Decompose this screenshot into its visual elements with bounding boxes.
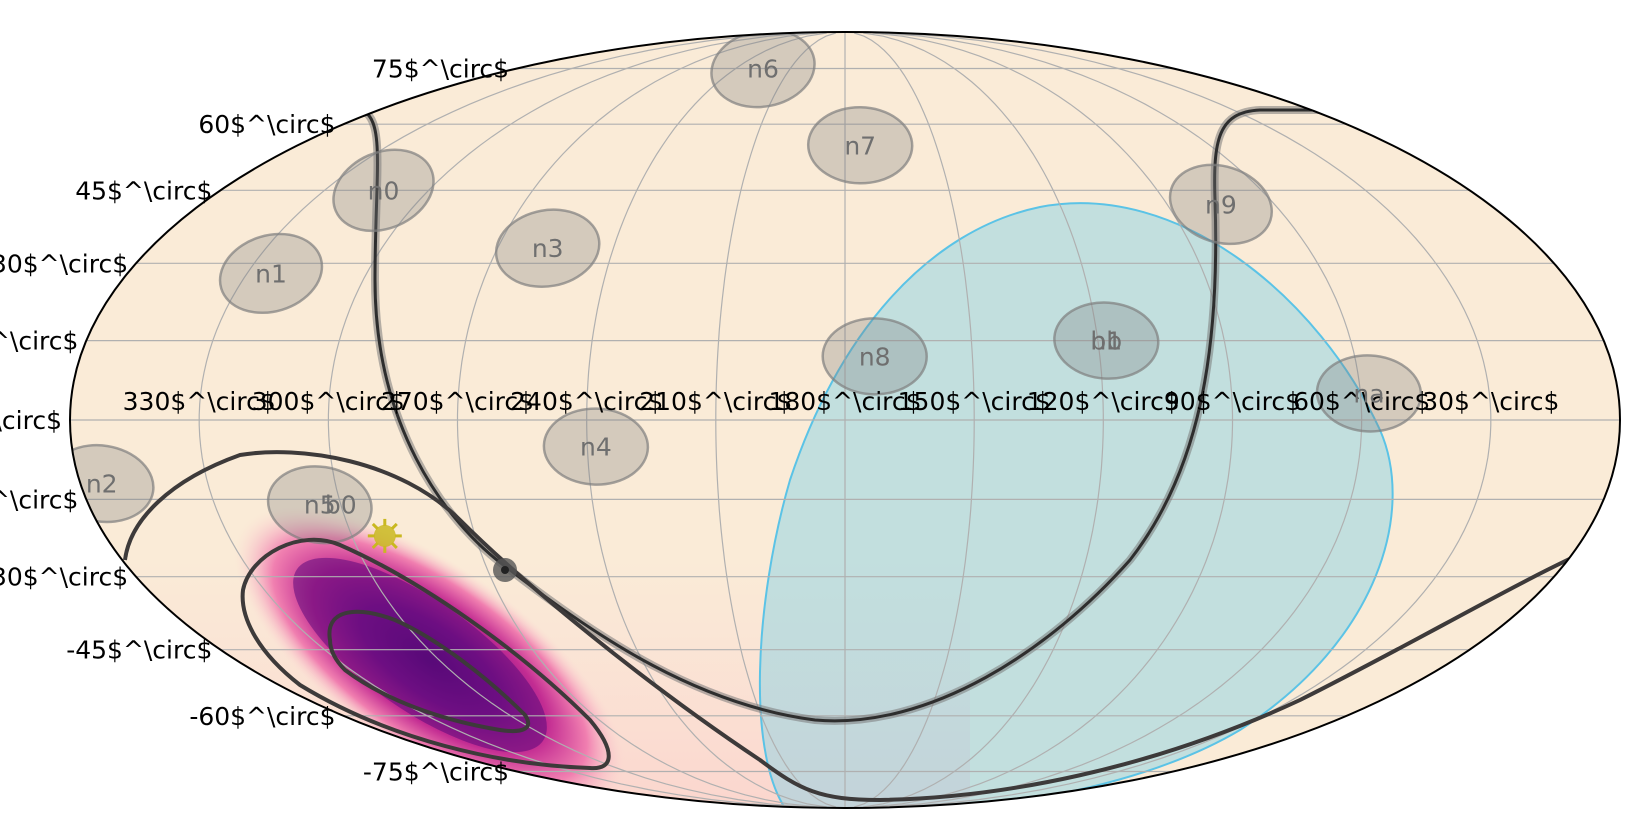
sun-ray [390, 541, 398, 549]
contour-90 [240, 537, 611, 771]
detector-label-n0: n0 [368, 176, 400, 205]
detector-n1-footprint [218, 232, 324, 315]
detector-label-n3: n3 [532, 234, 564, 263]
dec-tick-label: -60$^\circ$ [189, 702, 335, 731]
dec-tick-label: 0$^\circ$ [0, 406, 62, 435]
sun-ray [371, 541, 379, 549]
detector-n0-footprint [332, 148, 435, 233]
ra-tick-label: 120$^\circ$ [1027, 387, 1180, 416]
ra-gridline [456, 32, 818, 808]
detector-label-nb: nb [1090, 327, 1122, 356]
detector-label-n7: n7 [844, 131, 876, 160]
detector-n4-footprint [542, 407, 650, 486]
dec-tick-label: 15$^\circ$ [0, 327, 78, 356]
ra-gridline [854, 32, 975, 808]
horizon-line-core [364, 108, 1330, 723]
detector-label-b1: b1 [1090, 327, 1122, 356]
dec-tick-label: 45$^\circ$ [75, 176, 212, 205]
ra-tick-label: 300$^\circ$ [252, 387, 405, 416]
ra-tick-label: 180$^\circ$ [768, 387, 921, 416]
detector-label-na: na [1353, 379, 1384, 408]
ra-tick-label: 210$^\circ$ [639, 387, 792, 416]
detector-nb-footprint [1053, 301, 1160, 380]
outer-contour [123, 450, 1601, 802]
ra-tick-label: 270$^\circ$ [381, 387, 534, 416]
zenith-marker-dot [501, 566, 509, 574]
detector-n6-footprint [710, 32, 816, 109]
sun-ray [390, 522, 398, 530]
dec-tick-label: -15$^\circ$ [0, 485, 78, 514]
detector-label-n5: n5 [304, 491, 336, 520]
detector-n5-footprint [266, 465, 373, 545]
sun-ray [371, 522, 379, 530]
dec-tick-label: -75$^\circ$ [363, 758, 509, 787]
detector-label-n9: n9 [1205, 190, 1237, 219]
detector-n8-footprint [821, 317, 928, 396]
ra-tick-label: 240$^\circ$ [510, 387, 663, 416]
ra-tick-label: 330$^\circ$ [123, 387, 276, 416]
detector-label-n8: n8 [859, 342, 891, 371]
detector-n9-footprint [1168, 163, 1274, 246]
dec-tick-label: -30$^\circ$ [0, 563, 128, 592]
detector-n7-footprint [806, 106, 914, 185]
map-outline [69, 31, 1621, 809]
sun-icon [367, 518, 402, 553]
detector-label-b0: b0 [325, 491, 357, 520]
detector-label-n4: n4 [580, 433, 612, 462]
sun-disk [373, 524, 396, 547]
ra-gridline [586, 32, 827, 808]
ra-gridline [327, 32, 809, 808]
dec-tick-label: -45$^\circ$ [66, 636, 212, 665]
ra-gridline [881, 32, 1363, 808]
ra-tick-label: 60$^\circ$ [1293, 387, 1430, 416]
contour-50 [327, 609, 531, 734]
dec-tick-label: 30$^\circ$ [0, 249, 128, 278]
ra-gridline [198, 32, 800, 808]
dec-tick-label: 75$^\circ$ [372, 55, 509, 84]
ra-gridline [872, 32, 1234, 808]
graticule [70, 32, 1620, 808]
ra-tick-label: 30$^\circ$ [1422, 387, 1559, 416]
detector-label-n1: n1 [255, 259, 287, 288]
ra-tick-label: 90$^\circ$ [1164, 387, 1301, 416]
detector-na-footprint [1315, 354, 1423, 433]
probability-hotspot [233, 506, 627, 808]
ra-gridline [863, 32, 1104, 808]
detector-label-n2: n2 [86, 470, 118, 499]
detector-n3-footprint [494, 208, 601, 288]
dec-tick-label: 60$^\circ$ [198, 110, 335, 139]
detector-label-n6: n6 [747, 55, 779, 84]
ra-tick-label: 150$^\circ$ [898, 387, 1051, 416]
